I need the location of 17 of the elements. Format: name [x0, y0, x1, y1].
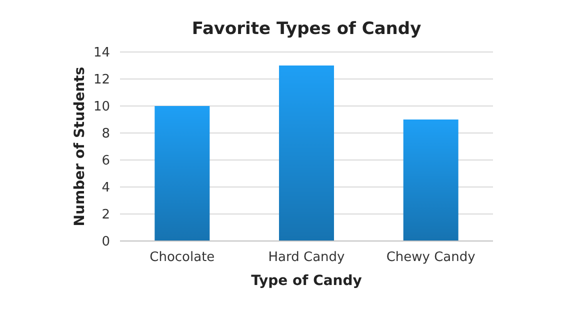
x-tick-label: Chewy Candy — [386, 250, 476, 265]
y-tick-label: 14 — [93, 46, 110, 61]
y-tick-label: 4 — [102, 180, 110, 196]
y-tick-label: 8 — [102, 126, 110, 142]
y-axis-title: Number of Students — [72, 66, 88, 226]
bar — [154, 106, 210, 241]
bar — [403, 120, 458, 241]
y-tick-label: 6 — [102, 154, 110, 169]
y-tick-label: 0 — [102, 234, 110, 250]
y-tick-label: 12 — [93, 72, 110, 88]
y-tick-label: 2 — [102, 208, 110, 223]
x-tick-label: Hard Candy — [268, 250, 346, 265]
chart-title: Favorite Types of Candy — [192, 19, 422, 39]
bar — [279, 66, 334, 241]
y-tick-label: 10 — [93, 100, 110, 115]
x-tick-label: Chocolate — [150, 250, 215, 265]
x-axis-title: Type of Candy — [251, 273, 362, 289]
